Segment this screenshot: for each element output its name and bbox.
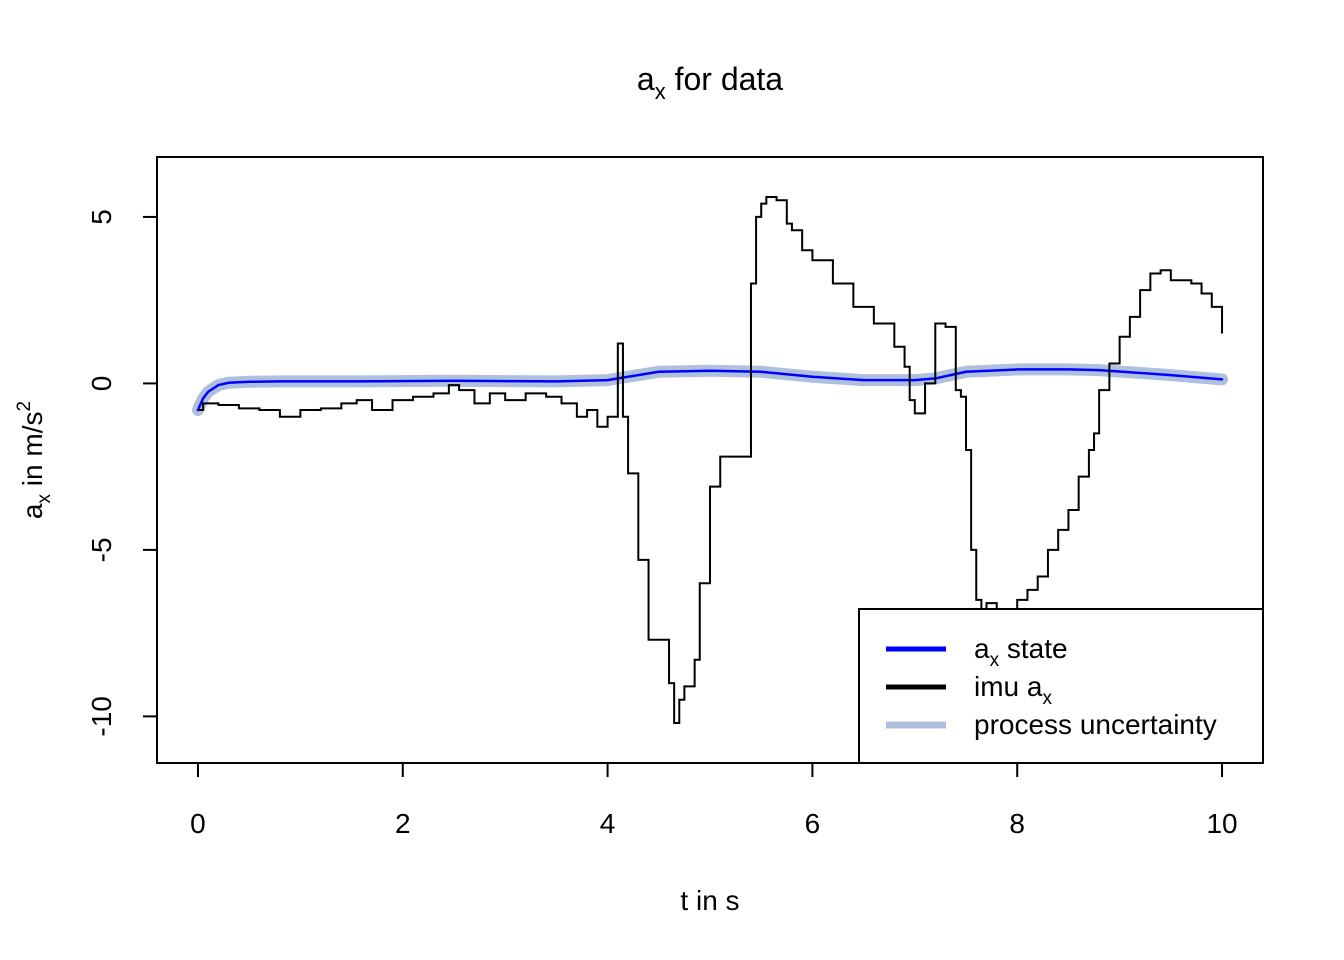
x-tick-label: 0 (190, 808, 206, 839)
y-axis-label-subscript: x (34, 493, 55, 503)
y-tick-label: 5 (86, 209, 117, 225)
legend-label-imu: imu ax (974, 671, 1052, 709)
series-imu (197, 195, 1224, 725)
legend-state-rest: state (999, 633, 1067, 664)
x-axis: 0 2 4 6 8 10 (190, 762, 1238, 839)
x-tick-label: 8 (1009, 808, 1025, 839)
series-state (196, 368, 1224, 412)
y-tick-label: -5 (86, 537, 117, 562)
x-tick-label: 6 (805, 808, 821, 839)
legend: ax state imu ax process uncertainty (858, 608, 1264, 764)
x-axis-label: t in s (680, 885, 739, 916)
legend-label-uncertainty: process uncertainty (974, 709, 1217, 740)
chart-title-rest: for data (666, 61, 784, 97)
legend-imu-pre: a (1027, 671, 1043, 702)
x-tick-label: 10 (1206, 808, 1237, 839)
x-tick-label: 2 (395, 808, 411, 839)
legend-state-subscript: x (990, 650, 1000, 671)
y-tick-label: -10 (86, 696, 117, 736)
y-axis-label: ax in m/s2 (14, 401, 55, 519)
y-axis-label-main: a (17, 503, 48, 519)
chart-title-main: a (637, 61, 655, 97)
y-tick-label: 0 (86, 376, 117, 392)
series-layer (191, 195, 1229, 725)
y-axis-label-superscript: 2 (14, 401, 35, 412)
y-axis: 5 0 -5 -10 (86, 209, 158, 737)
legend-imu-main: imu (974, 671, 1027, 702)
chart-title: ax for data (637, 61, 783, 104)
chart-title-subscript: x (655, 79, 666, 104)
legend-state-main: a (974, 633, 990, 664)
y-axis-label-mid: in m/s (17, 412, 48, 494)
legend-imu-subscript: x (1042, 688, 1052, 709)
legend-label-state: ax state (974, 633, 1068, 671)
x-tick-label: 4 (600, 808, 616, 839)
